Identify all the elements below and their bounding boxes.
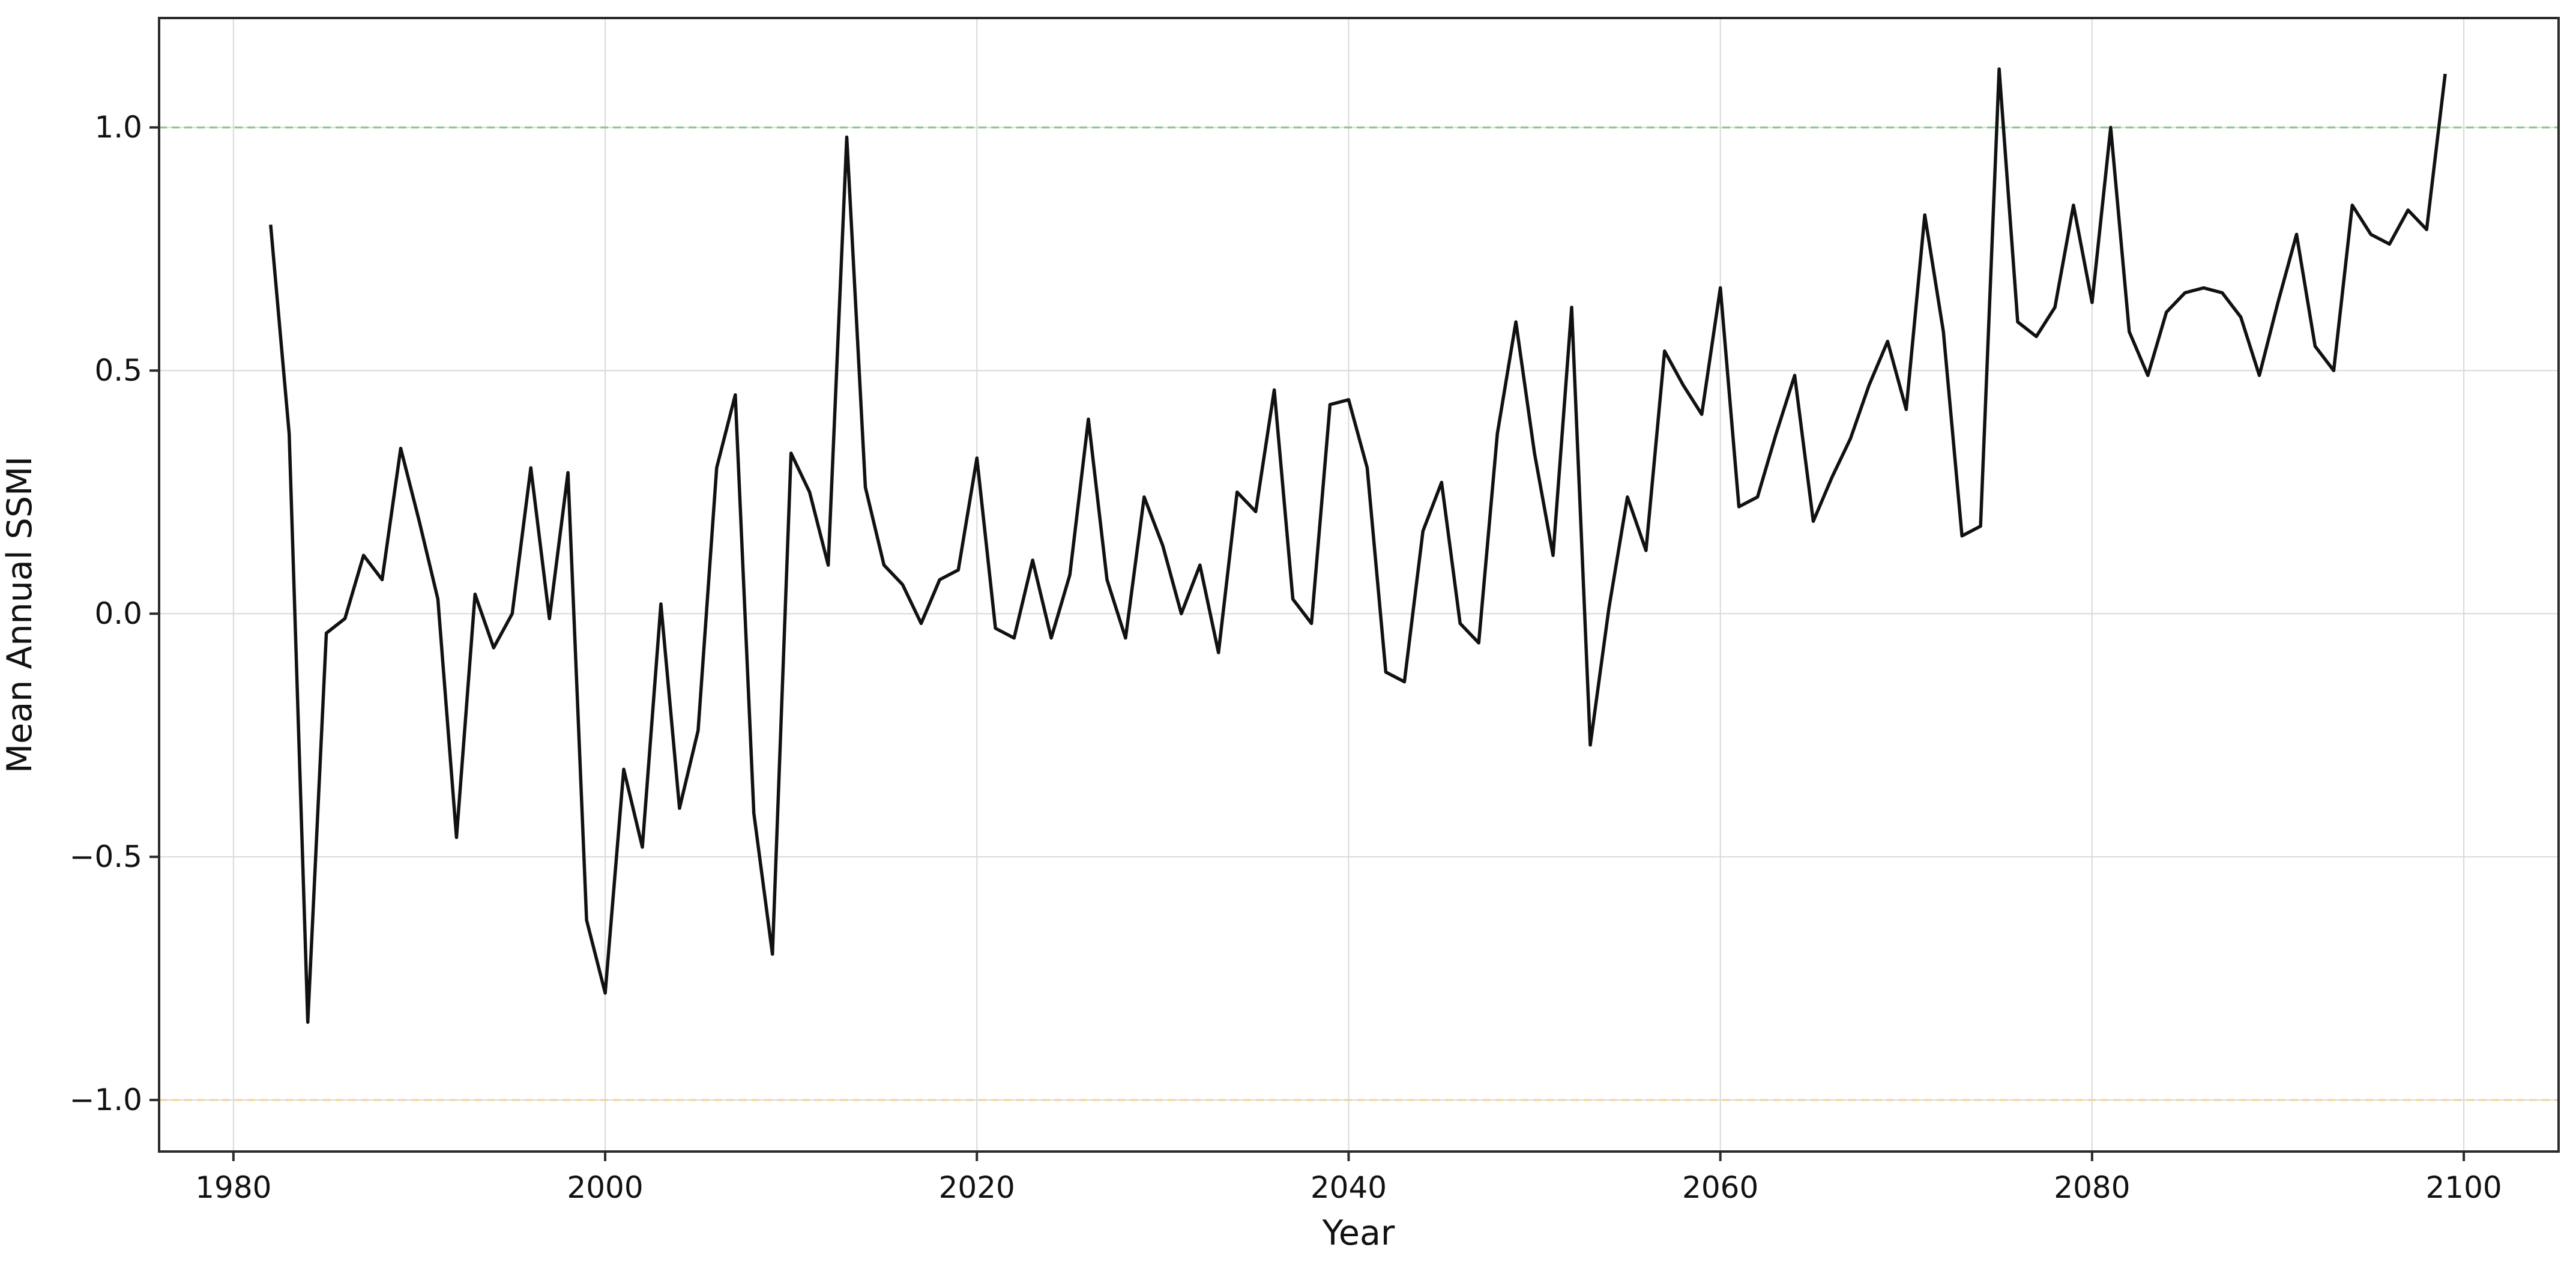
y-tick-label: −0.5 [70, 839, 142, 874]
reference-lines [159, 126, 2559, 1101]
x-tick-label: 2080 [2054, 1170, 2130, 1205]
x-axis-title: Year [1322, 1213, 1395, 1253]
y-tick-label: 1.0 [94, 110, 142, 145]
axis-ticks [149, 126, 2466, 1161]
y-axis-title: Mean Annual SSMI [0, 456, 40, 773]
x-tick-label: 2020 [939, 1170, 1015, 1205]
y-tick-label: 0.5 [94, 353, 142, 388]
y-tick-label: −1.0 [70, 1082, 142, 1117]
gridlines [159, 18, 2559, 1152]
plot-border [158, 17, 2560, 1153]
x-tick-label: 2000 [567, 1170, 643, 1205]
x-tick-label: 2060 [1682, 1170, 1758, 1205]
data-line [269, 67, 2447, 1024]
tick-labels: 1980 2000 2020 2040 2060 2080 2100 −1.0 −0.5 0.0 0… [70, 110, 2502, 1205]
x-tick-label: 2100 [2425, 1170, 2502, 1205]
x-tick-label: 1980 [195, 1170, 271, 1205]
y-tick-label: 0.0 [94, 596, 142, 631]
x-tick-label: 2040 [1311, 1170, 1387, 1205]
